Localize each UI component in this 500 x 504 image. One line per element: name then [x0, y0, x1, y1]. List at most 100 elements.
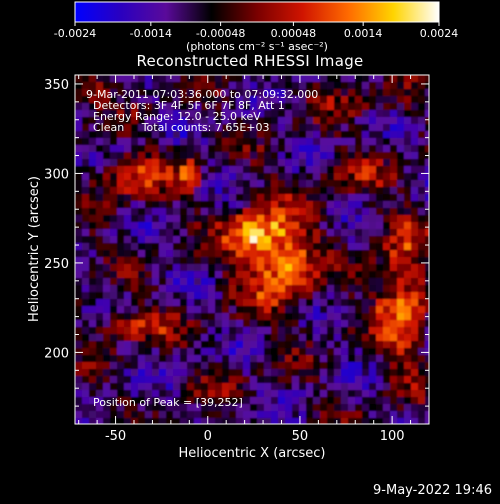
heatmap-cell [257, 166, 265, 174]
heatmap-cell [208, 348, 216, 356]
heatmap-cell [320, 187, 328, 195]
heatmap-cell [138, 285, 146, 293]
heatmap-cell [299, 194, 307, 202]
heatmap-cell [166, 327, 174, 335]
heatmap-cell [229, 187, 237, 195]
heatmap-cell [222, 222, 230, 230]
heatmap-cell [208, 152, 216, 160]
heatmap-cell [362, 187, 370, 195]
heatmap-cell [145, 369, 153, 377]
heatmap-cell [180, 187, 188, 195]
heatmap-cell [131, 166, 139, 174]
heatmap-cell [124, 124, 132, 132]
heatmap-cell [208, 82, 216, 90]
heatmap-cell [341, 404, 349, 412]
heatmap-cell [117, 376, 125, 384]
heatmap-cell [404, 348, 412, 356]
heatmap-cell [425, 145, 429, 153]
heatmap-cell [236, 243, 244, 251]
heatmap-cell [194, 229, 202, 237]
heatmap-cell [341, 89, 349, 97]
heatmap-cell [180, 222, 188, 230]
heatmap-cell [418, 313, 426, 321]
heatmap-cell [306, 173, 314, 181]
heatmap-cell [222, 271, 230, 279]
heatmap-cell [138, 201, 146, 209]
heatmap-cell [306, 201, 314, 209]
heatmap-cell [201, 124, 209, 132]
heatmap-cell [411, 82, 419, 90]
heatmap-cell [390, 194, 398, 202]
heatmap-cell [341, 390, 349, 398]
heatmap-cell [96, 138, 104, 146]
heatmap-cell [103, 166, 111, 174]
heatmap-cell [348, 117, 356, 125]
heatmap-cell [208, 355, 216, 363]
heatmap-cell [264, 96, 272, 104]
heatmap-cell [145, 229, 153, 237]
heatmap-cell [124, 243, 132, 251]
heatmap-cell [278, 278, 286, 286]
heatmap-cell [292, 250, 300, 258]
heatmap-cell [75, 243, 83, 251]
heatmap-cell [166, 89, 174, 97]
heatmap-cell [306, 355, 314, 363]
heatmap-cell [103, 376, 111, 384]
heatmap-cell [348, 348, 356, 356]
heatmap-cell [320, 278, 328, 286]
heatmap-cell [187, 397, 195, 405]
heatmap-cell [173, 285, 181, 293]
heatmap-cell [103, 278, 111, 286]
heatmap-cell [390, 236, 398, 244]
heatmap-cell [257, 250, 265, 258]
heatmap-cell [264, 117, 272, 125]
heatmap-cell [187, 362, 195, 370]
heatmap-cell [278, 208, 286, 216]
heatmap-cell [187, 222, 195, 230]
heatmap-cell [243, 124, 251, 132]
heatmap-cell [243, 194, 251, 202]
heatmap-cell [376, 89, 384, 97]
heatmap-cell [334, 124, 342, 132]
heatmap-cell [285, 243, 293, 251]
heatmap-cell [362, 96, 370, 104]
heatmap-cell [369, 299, 377, 307]
heatmap-cell [117, 285, 125, 293]
heatmap-cell [404, 96, 412, 104]
heatmap-cell [341, 75, 349, 83]
heatmap-cell [82, 411, 90, 419]
heatmap-cell [418, 208, 426, 216]
heatmap-cell [208, 201, 216, 209]
heatmap-cell [208, 306, 216, 314]
heatmap-cell [278, 383, 286, 391]
heatmap-cell [320, 138, 328, 146]
heatmap-cell [425, 327, 429, 335]
heatmap-cell [243, 306, 251, 314]
heatmap-cell [278, 138, 286, 146]
heatmap-cell [418, 187, 426, 195]
heatmap-cell [313, 418, 321, 424]
heatmap-cell [131, 75, 139, 83]
heatmap-cell [299, 404, 307, 412]
heatmap-cell [82, 250, 90, 258]
heatmap-cell [327, 355, 335, 363]
heatmap-cell [180, 418, 188, 424]
heatmap-cell [341, 131, 349, 139]
heatmap-cell [138, 82, 146, 90]
heatmap-cell [131, 348, 139, 356]
heatmap-cell [264, 376, 272, 384]
heatmap-cell [376, 320, 384, 328]
heatmap-cell [166, 208, 174, 216]
heatmap-cell [96, 187, 104, 195]
heatmap-cell [201, 369, 209, 377]
heatmap-cell [383, 250, 391, 258]
heatmap-cell [425, 348, 429, 356]
heatmap-cell [103, 96, 111, 104]
heatmap-cell [138, 404, 146, 412]
heatmap-cell [334, 96, 342, 104]
heatmap-cell [355, 278, 363, 286]
heatmap-cell [96, 159, 104, 167]
heatmap-cell [145, 397, 153, 405]
heatmap-cell [138, 299, 146, 307]
heatmap-cell [124, 292, 132, 300]
